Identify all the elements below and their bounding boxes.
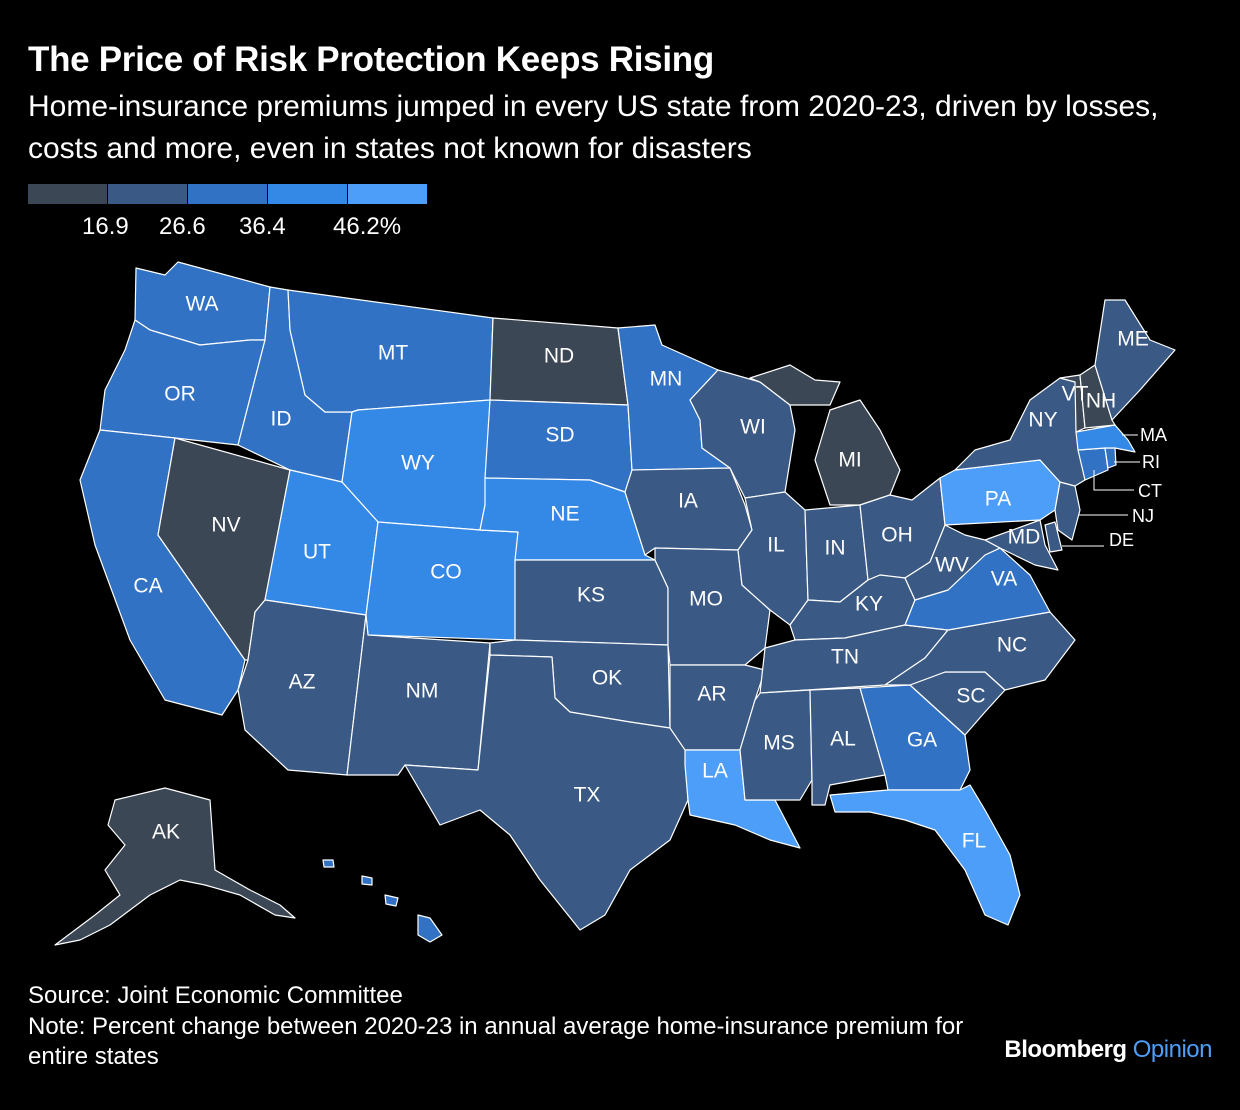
footnote: Note: Percent change between 2020-23 in … [28,1013,964,1070]
color-legend: 16.9 26.6 36.4 46.2% [28,184,428,244]
state-NJ [1054,481,1081,541]
state-label-IN: IN [825,537,846,560]
state-label-SD: SD [545,424,574,447]
source-note: Source: Joint Economic Committee [28,982,403,1009]
brand-suffix: Opinion [1132,1036,1213,1063]
state-label-AK: AK [152,821,180,844]
state-label-AL: AL [830,728,856,751]
state-label-VT: VT [1062,383,1089,406]
state-label-NJ: NJ [1132,506,1154,526]
state-NC [884,611,1076,691]
state-label-MT: MT [378,342,408,365]
state-VT [1059,374,1086,433]
state-WV [904,524,1001,601]
bloomberg-opinion-logo: Bloomberg Opinion [1004,1036,1212,1064]
legend-swatch [28,184,107,204]
state-MA [1075,424,1136,453]
state-HI-kauai [322,859,335,868]
state-label-OH: OH [881,524,913,547]
legend-swatch [108,184,187,204]
state-label-CA: CA [133,575,162,598]
state-label-NH: NH [1086,390,1116,413]
state-label-LA: LA [702,760,728,783]
state-HI-oahu [361,875,373,886]
state-label-NV: NV [211,514,240,537]
state-label-ME: ME [1117,328,1149,351]
state-MD [984,519,1059,571]
state-label-WI: WI [740,416,766,439]
legend-swatch [268,184,347,204]
state-label-IA: IA [678,490,698,513]
state-IL [737,491,809,626]
state-label-MD: MD [1008,526,1041,549]
chart-title: The Price of Risk Protection Keeps Risin… [28,40,714,79]
state-DE [1044,521,1063,553]
state-label-IL: IL [767,534,785,557]
state-label-RI: RI [1142,452,1160,472]
state-label-AZ: AZ [289,671,316,694]
state-label-WA: WA [185,293,218,316]
state-label-WV: WV [935,554,969,577]
state-label-SC: SC [956,685,985,708]
state-MI-upper [749,364,841,406]
state-label-MI: MI [838,449,861,472]
legend-tick: 46.2% [333,213,402,240]
state-label-VA: VA [991,568,1017,591]
state-label-UT: UT [303,541,331,564]
state-WI [689,369,796,499]
legend-tick: 36.4 [239,213,286,240]
state-HI [417,914,443,943]
chart-subtitle: Home-insurance premiums jumped in every … [28,90,1159,165]
state-label-NM: NM [406,680,439,703]
state-label-DE: DE [1109,530,1134,550]
state-label-NY: NY [1028,409,1057,432]
state-AK [54,787,296,946]
state-label-AR: AR [697,683,726,706]
brand-name: Bloomberg [1004,1036,1127,1063]
state-label-NE: NE [550,503,579,526]
state-label-FL: FL [962,830,987,853]
state-label-KS: KS [577,584,605,607]
state-label-ND: ND [544,345,574,368]
state-label-TN: TN [831,646,859,669]
state-label-KY: KY [855,593,883,616]
state-label-TX: TX [574,784,601,807]
legend-swatch [188,184,267,204]
state-label-MN: MN [650,368,683,391]
state-label-MA: MA [1140,425,1167,445]
leader-line-CT [1093,470,1134,491]
state-label-NC: NC [997,634,1027,657]
state-label-OR: OR [164,383,196,406]
state-label-OK: OK [592,667,622,690]
legend-tick: 26.6 [159,213,206,240]
state-label-PA: PA [985,488,1011,511]
state-label-GA: GA [907,729,937,752]
legend-swatch [348,184,427,204]
state-label-CT: CT [1138,481,1162,501]
state-label-WY: WY [401,452,435,475]
state-FL [829,784,1021,926]
state-NH [1079,364,1116,429]
state-label-CO: CO [430,561,462,584]
state-ME [1094,299,1176,421]
state-TX [404,654,689,931]
state-label-ID: ID [271,408,292,431]
legend-tick: 16.9 [82,213,129,240]
state-label-MS: MS [763,732,795,755]
state-HI-maui [384,894,399,907]
state-label-MO: MO [689,588,723,611]
